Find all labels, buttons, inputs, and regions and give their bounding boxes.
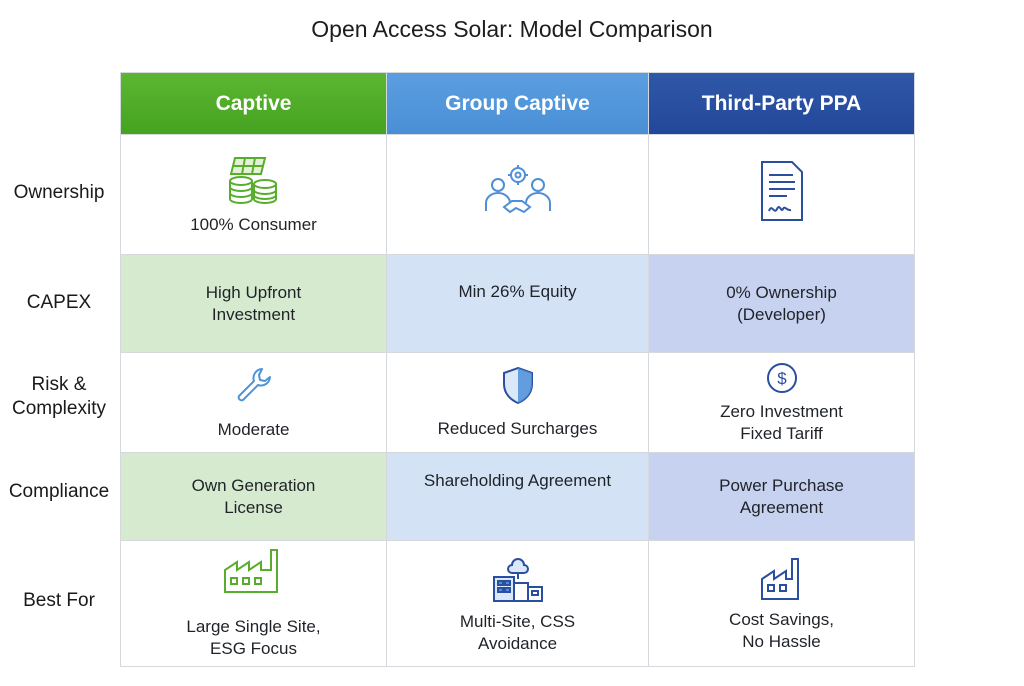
cell-ownership-third-party xyxy=(649,135,914,255)
dollar-coin-icon: $ xyxy=(766,362,797,393)
cell-text: 0% Ownership (Developer) xyxy=(726,282,837,324)
cell-best-for-captive: Large Single Site, ESG Focus xyxy=(121,541,387,666)
row-label-capex: CAPEX xyxy=(26,292,92,313)
cell-best-for-group-captive: Multi-Site, CSS Avoidance xyxy=(387,541,649,666)
column-header-third-party-ppa: Third-Party PPA xyxy=(649,73,914,135)
cell-compliance-captive: Own Generation License xyxy=(121,453,387,541)
cell-text: Reduced Surcharges xyxy=(437,418,598,438)
cell-text: Zero Investment Fixed Tariff xyxy=(720,401,843,443)
signed-contract-icon xyxy=(760,160,803,221)
cell-risk-third-party: $ Zero Investment Fixed Tariff xyxy=(649,353,914,453)
cell-risk-captive: Moderate xyxy=(121,353,387,453)
shield-icon xyxy=(502,366,533,404)
row-label-best-for: Best For xyxy=(23,590,95,611)
cloud-buildings-icon xyxy=(492,557,543,602)
column-header-captive: Captive xyxy=(121,73,387,135)
row-label-ownership: Ownership xyxy=(13,182,105,203)
cell-risk-group-captive: Reduced Surcharges xyxy=(387,353,649,453)
cell-text: Moderate xyxy=(217,419,290,439)
cell-ownership-captive: 100% Consumer xyxy=(121,135,387,255)
cell-compliance-third-party: Power Purchase Agreement xyxy=(649,453,914,541)
cell-text: Shareholding Agreement xyxy=(423,471,612,490)
cell-text: Own Generation License xyxy=(191,475,316,517)
cell-text: Multi-Site, CSS Avoidance xyxy=(459,611,576,653)
cell-compliance-group-captive: Shareholding Agreement xyxy=(387,453,649,541)
column-header-group-captive: Group Captive xyxy=(387,73,649,135)
small-factory-icon xyxy=(760,557,799,600)
cell-text: Power Purchase Agreement xyxy=(719,475,844,517)
partners-handshake-icon xyxy=(484,164,551,213)
page-title: Open Access Solar: Model Comparison xyxy=(311,16,713,42)
cell-text: High Upfront Investment xyxy=(205,282,302,324)
solar-coins-icon xyxy=(228,156,277,204)
row-label-compliance: Compliance xyxy=(8,481,110,502)
cell-text: Large Single Site, ESG Focus xyxy=(186,616,321,658)
svg-text:$: $ xyxy=(777,369,787,388)
cell-capex-third-party: 0% Ownership (Developer) xyxy=(649,255,914,353)
comparison-table: Captive Group Captive Third-Party PPA 10… xyxy=(120,72,915,667)
cell-text: Cost Savings, No Hassle xyxy=(729,609,834,651)
cell-ownership-group-captive xyxy=(387,135,649,255)
row-label-risk: Risk & Complexity xyxy=(12,374,106,419)
cell-text: Min 26% Equity xyxy=(458,282,577,301)
wrench-icon xyxy=(237,367,271,401)
factory-icon xyxy=(223,548,278,593)
cell-best-for-third-party: Cost Savings, No Hassle xyxy=(649,541,914,666)
cell-text: 100% Consumer xyxy=(190,214,317,234)
cell-capex-group-captive: Min 26% Equity xyxy=(387,255,649,353)
cell-capex-captive: High Upfront Investment xyxy=(121,255,387,353)
